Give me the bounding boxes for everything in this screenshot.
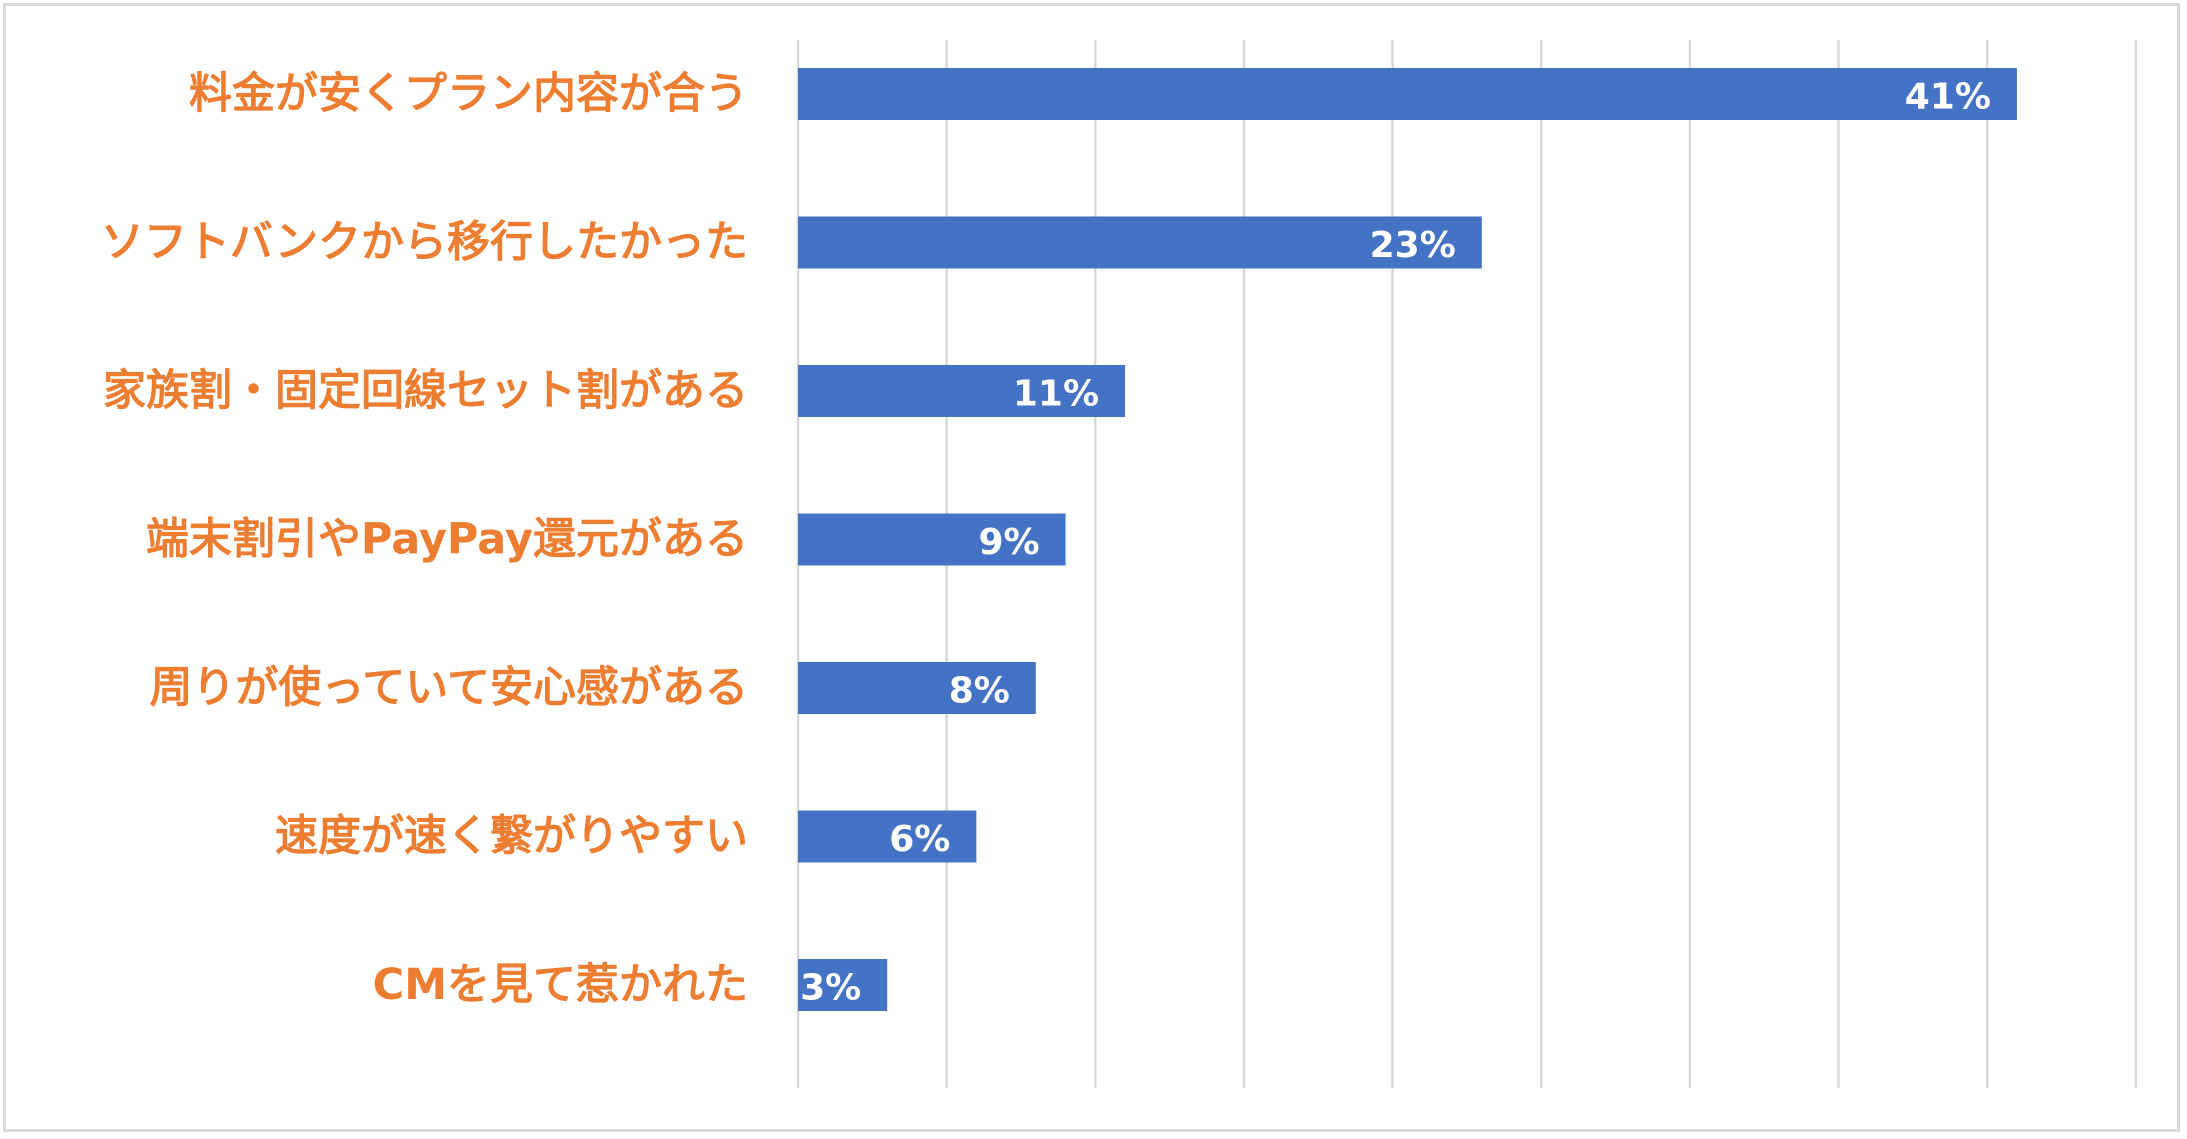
category-label-4: 端末割引やPayPay還元がある (146, 515, 748, 565)
category-labels: 料金が安くプラン内容が合うソフトバンクから移行したかった家族割・固定回線セット割… (101, 69, 748, 1010)
data-label-1: 41% (1905, 77, 1991, 118)
category-label-6: 速度が速く繋がりやすい (275, 812, 748, 862)
data-label-5: 8% (949, 671, 1010, 712)
bar-1 (798, 68, 2017, 120)
category-label-5: 周りが使っていて安心感がある (149, 663, 748, 713)
data-labels: 41% 23% 11% 9% 8% 6% 3% (800, 77, 1991, 1009)
data-label-7: 3% (800, 968, 861, 1009)
data-label-6: 6% (889, 819, 950, 860)
bar-6 (798, 810, 977, 863)
data-label-3: 11% (1013, 374, 1099, 415)
bars (798, 68, 2017, 1011)
bar-3 (798, 365, 1126, 417)
gridlines (796, 40, 2138, 1088)
category-label-7: CMを見て惹かれた (373, 960, 748, 1010)
bar-2 (798, 216, 1482, 269)
category-label-3: 家族割・固定回線セット割がある (103, 366, 748, 416)
bar-4 (798, 513, 1066, 566)
bar-7 (798, 959, 888, 1011)
data-label-4: 9% (978, 522, 1039, 563)
category-label-1: 料金が安くプラン内容が合う (189, 69, 748, 119)
data-label-2: 23% (1370, 225, 1456, 266)
chart-frame (3, 3, 2180, 1132)
category-label-2: ソフトバンクから移行したかった (101, 218, 748, 268)
bar-5 (798, 662, 1036, 714)
